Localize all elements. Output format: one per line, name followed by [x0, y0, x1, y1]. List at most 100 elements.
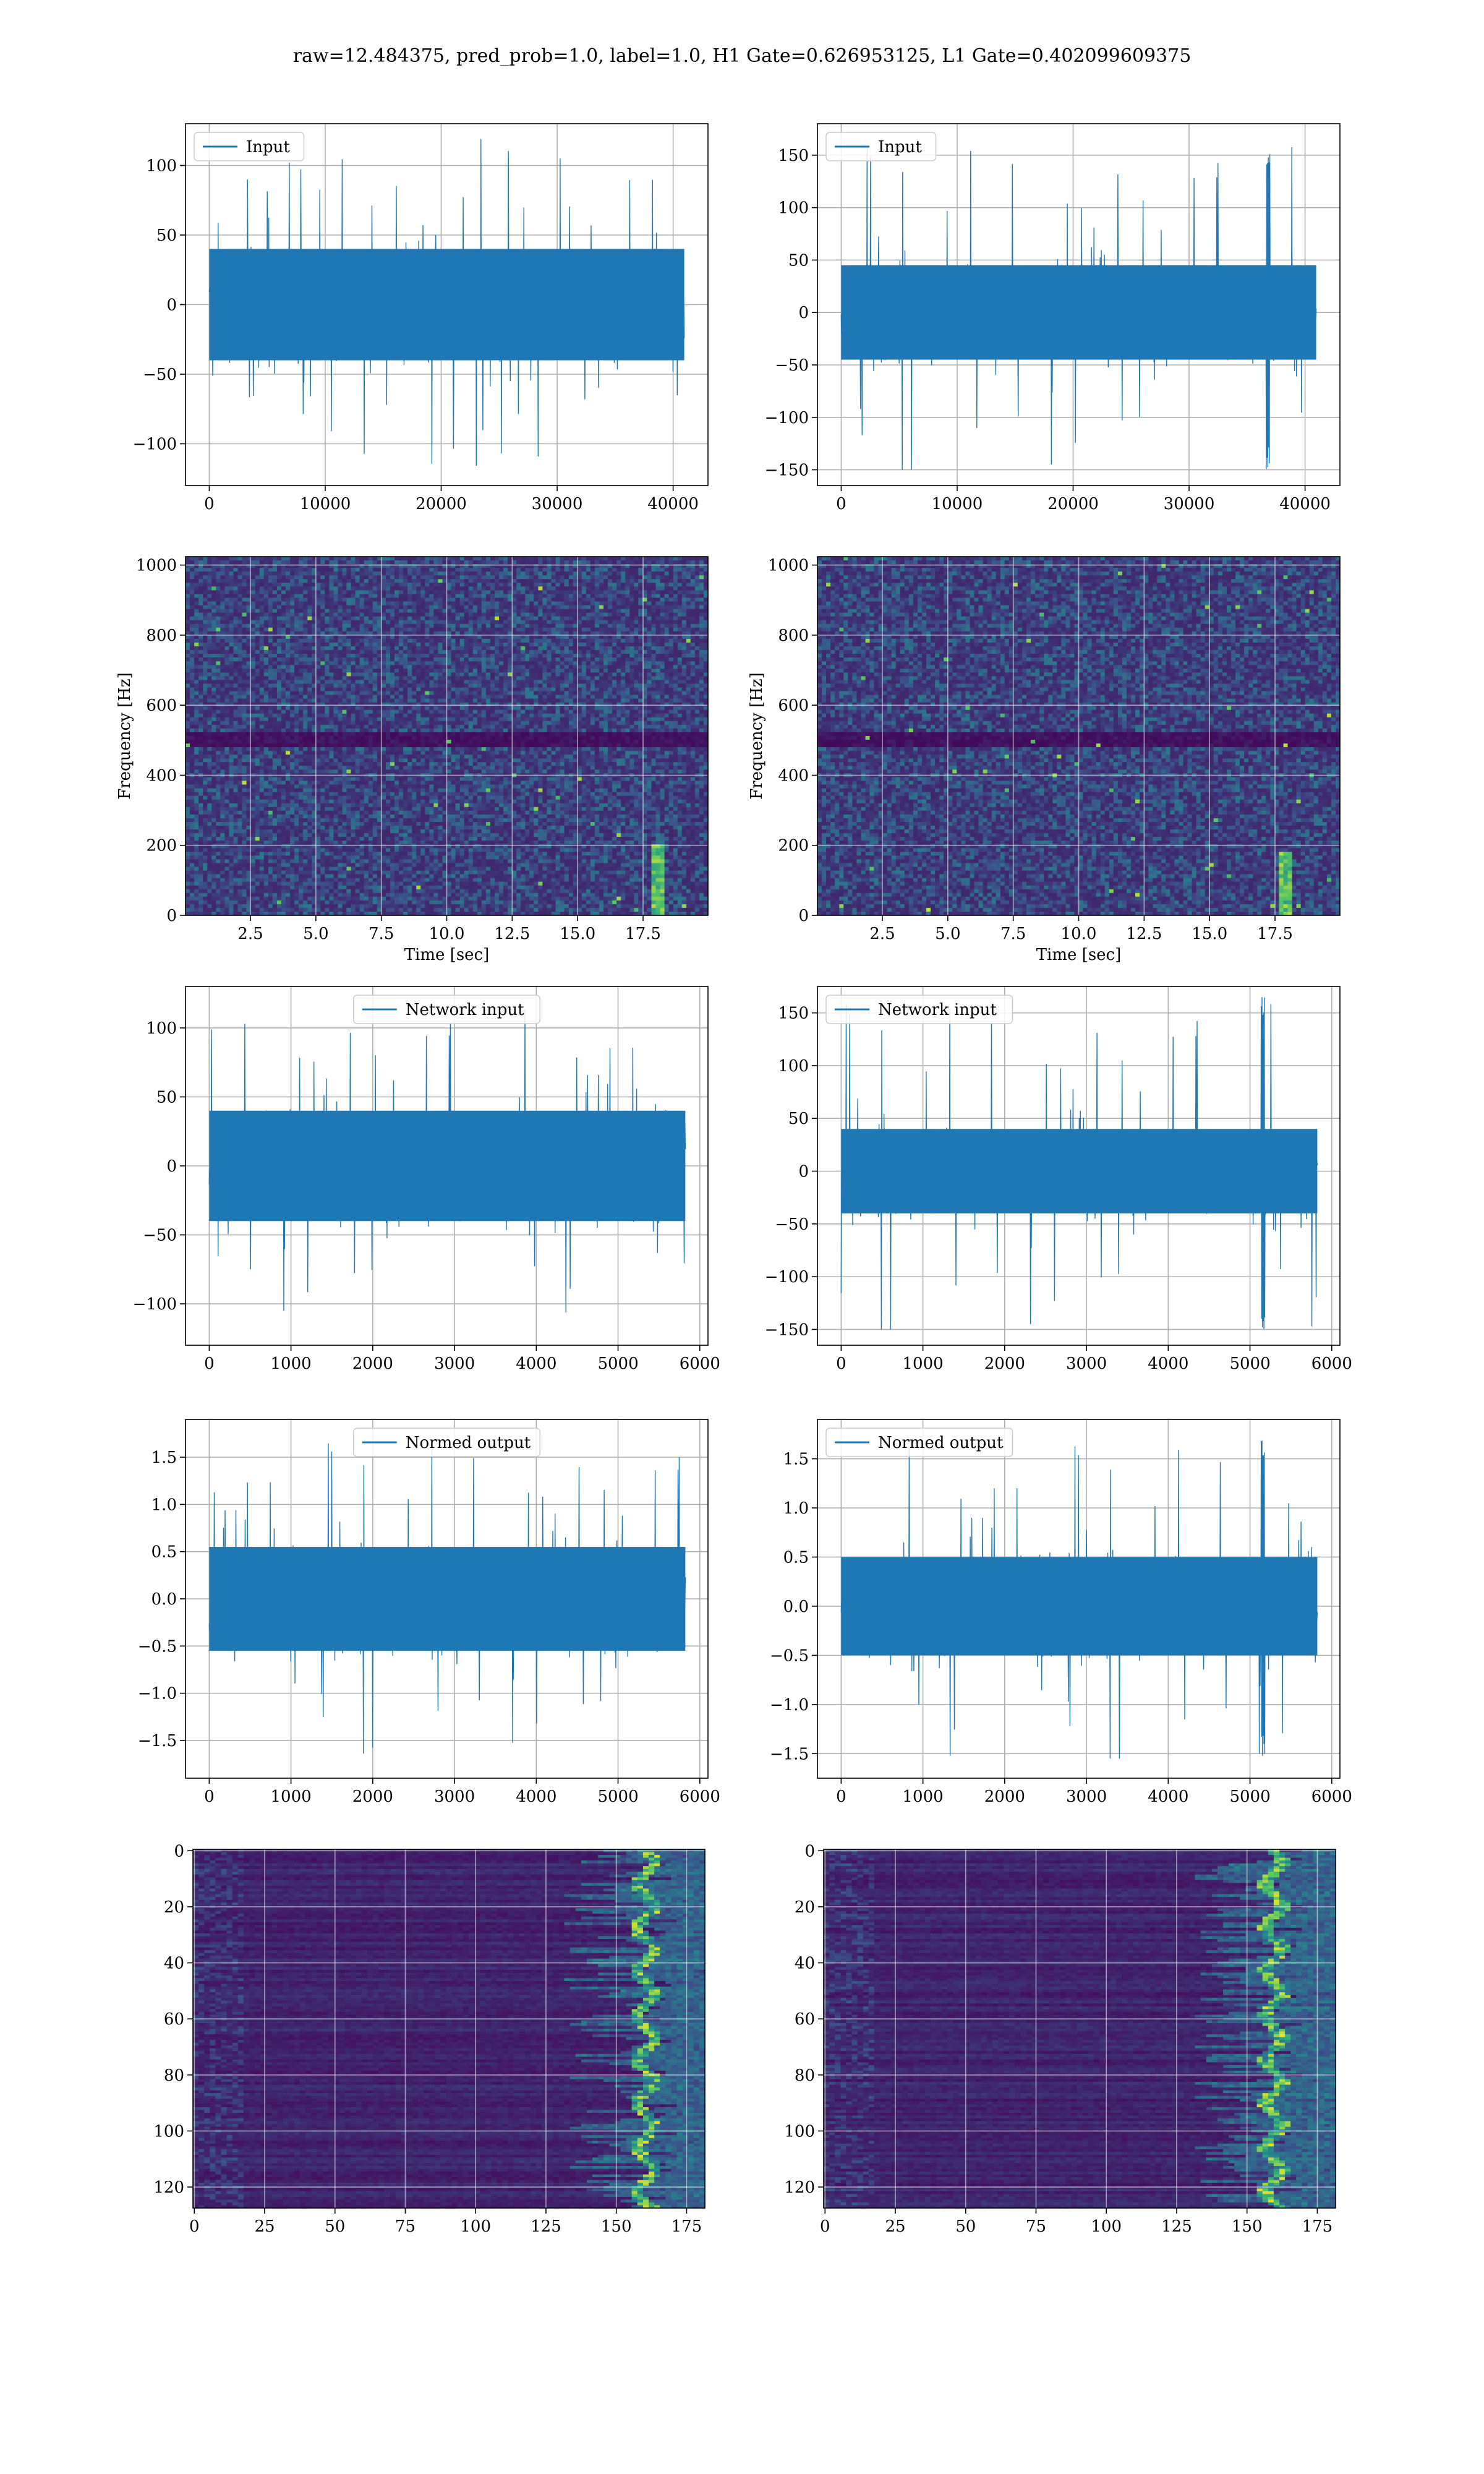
- h1-spectrogram-cell: [211, 687, 216, 692]
- h1-spectrogram-cell: [694, 594, 700, 598]
- h1-spectrogram-cell: [316, 687, 321, 692]
- h1-spectrogram-cell: [451, 650, 456, 654]
- h1-spectrogram-cell: [276, 672, 282, 677]
- h1-spectrogram-cell: [581, 575, 587, 580]
- h1-spectrogram-cell: [468, 616, 474, 621]
- h1-spectrogram-cell: [642, 680, 647, 684]
- h1-spectrogram-cell: [364, 583, 369, 587]
- h1-spectrogram-cell: [346, 616, 352, 621]
- h1-spectrogram-cell: [508, 616, 513, 621]
- h1-spectrogram-cell: [186, 571, 190, 576]
- h1-spectrogram-cell: [660, 612, 665, 617]
- h1-spectrogram-cell: [442, 623, 448, 628]
- h1-spectrogram-cell: [207, 702, 212, 707]
- h1-spectrogram-cell: [246, 687, 252, 692]
- h1-spectrogram-cell: [272, 568, 278, 572]
- h1-spectrogram-cell: [276, 680, 282, 684]
- h1-spectrogram-cell: [629, 605, 634, 610]
- h1-spectrogram-cell: [372, 571, 378, 576]
- h1-spectrogram-cell: [303, 698, 308, 703]
- h1-spectrogram-cell: [490, 571, 495, 576]
- h1-spectrogram-cell: [629, 654, 634, 658]
- h1-spectrogram-cell: [333, 560, 338, 565]
- h1-spectrogram-cell: [303, 661, 308, 666]
- h1-spectrogram-cell: [625, 586, 630, 591]
- h1-spectrogram-cell: [429, 560, 434, 565]
- h1-spectrogram-cell: [233, 609, 239, 614]
- h1-spectrogram-cell: [312, 579, 317, 583]
- h1-spectrogram-cell: [229, 583, 234, 587]
- h1-spectrogram-cell: [394, 568, 399, 572]
- h1-spectrogram-cell: [451, 661, 456, 666]
- h1-spectrogram-cell: [586, 601, 591, 606]
- h1-spectrogram-cell: [190, 680, 195, 684]
- h1-spectrogram-cell: [529, 676, 534, 680]
- h1-spectrogram-cell: [481, 579, 487, 583]
- h1-spectrogram-cell: [608, 605, 613, 610]
- h1-spectrogram-cell: [276, 609, 282, 614]
- h1-spectrogram-cell: [438, 612, 443, 617]
- h1-spectrogram-cell: [551, 657, 556, 662]
- h1-spectrogram-cell: [207, 612, 212, 617]
- h1-spectrogram-cell: [224, 650, 229, 654]
- h1-spectrogram-cell: [459, 698, 465, 703]
- h1-spectrogram-cell: [608, 680, 613, 684]
- h1-spectrogram-cell: [394, 654, 399, 658]
- h1-spectrogram-cell: [629, 698, 634, 703]
- h1-spectrogram-cell: [464, 650, 469, 654]
- h1-spectrogram-cell: [342, 683, 348, 688]
- h1-spectrogram-cell: [338, 635, 343, 640]
- h1-spectrogram-cell: [499, 579, 504, 583]
- h1-spectrogram-cell: [442, 695, 448, 700]
- h1-spectrogram-cell: [237, 557, 243, 561]
- h1-spectrogram-cell: [586, 575, 591, 580]
- h1-spectrogram-cell: [316, 669, 321, 673]
- h1-spectrogram-cell: [634, 635, 639, 640]
- h1-spectrogram-cell: [555, 568, 561, 572]
- h1-spectrogram-cell: [325, 654, 330, 658]
- h1-spectrogram-cell: [516, 669, 521, 673]
- h1-spectrogram-cell: [425, 691, 430, 696]
- h1-spectrogram-cell: [403, 601, 408, 606]
- h1-spectrogram-cell: [686, 683, 691, 688]
- h1-spectrogram-cell: [407, 706, 412, 711]
- h1-spectrogram-cell: [603, 590, 608, 594]
- h1-spectrogram-cell: [634, 698, 639, 703]
- h1-spectrogram-cell: [568, 698, 574, 703]
- h1-spectrogram-cell: [638, 643, 643, 647]
- h1-spectrogram-cell: [198, 695, 203, 700]
- h1-spectrogram-cell: [372, 623, 378, 628]
- h1-spectrogram-cell: [690, 680, 696, 684]
- h1-spectrogram-cell: [555, 579, 561, 583]
- h1-spectrogram-cell: [699, 560, 704, 565]
- h1-spectrogram-cell: [250, 657, 256, 662]
- h1-spectrogram-cell: [521, 646, 526, 651]
- h1-spectrogram-cell: [642, 564, 647, 568]
- h1-spectrogram-cell: [538, 575, 543, 580]
- h1-spectrogram-cell: [455, 683, 461, 688]
- h1-spectrogram-cell: [407, 657, 412, 662]
- h1-spectrogram-cell: [612, 698, 617, 703]
- h1-spectrogram-cell: [233, 627, 239, 632]
- h1-spectrogram-cell: [290, 680, 295, 684]
- h1-spectrogram-cell: [485, 594, 491, 598]
- h1-spectrogram-cell: [647, 583, 652, 587]
- h1-spectrogram-cell: [581, 627, 587, 632]
- h1-spectrogram-cell: [525, 601, 530, 606]
- h1-spectrogram-cell: [438, 661, 443, 666]
- h1-spectrogram-cell: [642, 706, 647, 711]
- h1-spectrogram-cell: [581, 654, 587, 658]
- h1-spectrogram-cell: [416, 605, 421, 610]
- h1-spectrogram-cell: [290, 698, 295, 703]
- h1-spectrogram-cell: [368, 560, 373, 565]
- h1-spectrogram-cell: [625, 635, 630, 640]
- h1-spectrogram-cell: [342, 650, 348, 654]
- h1-spectrogram-cell: [320, 683, 325, 688]
- h1-spectrogram-cell: [551, 691, 556, 696]
- h1-spectrogram-cell: [425, 672, 430, 677]
- h1-spectrogram-cell: [481, 661, 487, 666]
- h1-spectrogram-cell: [673, 583, 678, 587]
- h1-spectrogram-cell: [468, 643, 474, 647]
- h1-spectrogram-cell: [198, 698, 203, 703]
- h1-spectrogram-cell: [346, 706, 352, 711]
